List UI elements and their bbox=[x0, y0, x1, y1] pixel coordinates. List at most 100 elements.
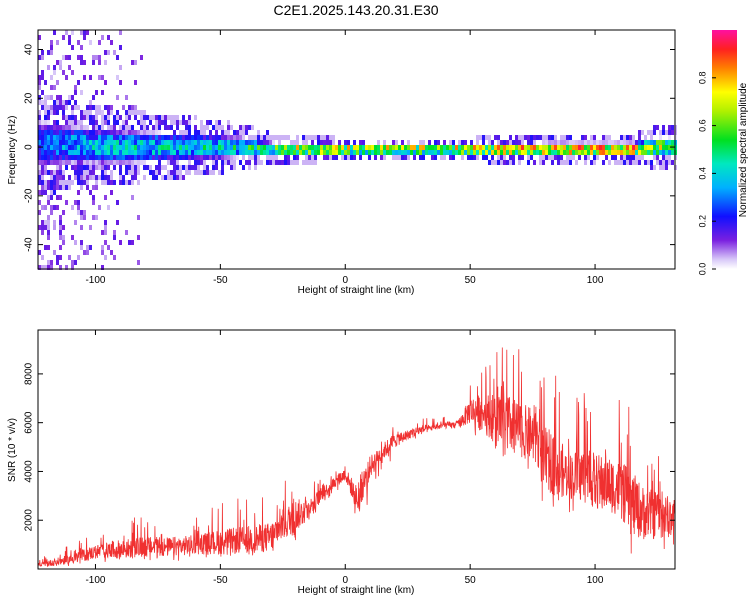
spectrogram-cell bbox=[329, 140, 332, 145]
spectrogram-cell bbox=[305, 140, 308, 145]
spectrogram-cell bbox=[65, 105, 68, 110]
spectrogram-cell bbox=[77, 170, 80, 175]
spectrogram-cell bbox=[251, 145, 254, 150]
spectrogram-cell bbox=[176, 155, 179, 160]
spectrogram-cell bbox=[38, 165, 41, 170]
spectrogram-cell bbox=[80, 55, 83, 60]
spectrogram-cell bbox=[41, 265, 44, 270]
spectrogram-cell bbox=[359, 150, 362, 155]
spectrogram-cell bbox=[623, 160, 626, 165]
spectrogram-cell bbox=[104, 115, 107, 120]
spectrogram-cell bbox=[131, 60, 134, 65]
spectrogram-cell bbox=[212, 150, 215, 155]
spectrogram-cell bbox=[152, 115, 155, 120]
spectrogram-cell bbox=[620, 135, 623, 140]
spectrogram-cell bbox=[119, 125, 122, 130]
spectrogram-cell bbox=[269, 140, 272, 145]
spectrogram-cell bbox=[245, 145, 248, 150]
spectrogram-cell bbox=[386, 150, 389, 155]
spectrogram-cell bbox=[92, 140, 95, 145]
spectrogram-cell bbox=[530, 150, 533, 155]
spectrogram-cell bbox=[71, 105, 74, 110]
spectrogram-cell bbox=[206, 145, 209, 150]
spectrogram-cell bbox=[41, 220, 44, 225]
spectrogram-cell bbox=[185, 170, 188, 175]
spectrogram-cell bbox=[173, 160, 176, 165]
spectrogram-cell bbox=[467, 150, 470, 155]
spectrogram-cell bbox=[50, 145, 53, 150]
spectrogram-cell bbox=[671, 130, 674, 135]
spectrogram-cell bbox=[212, 160, 215, 165]
spectrogram-cell bbox=[584, 150, 587, 155]
spectrogram-cell bbox=[80, 215, 83, 220]
spectrogram-cell bbox=[254, 160, 257, 165]
spectrogram-cell bbox=[440, 150, 443, 155]
spectrogram-cell bbox=[173, 155, 176, 160]
spectrogram-cell bbox=[482, 150, 485, 155]
spectrogram-cell bbox=[53, 155, 56, 160]
spectrogram-cell bbox=[329, 135, 332, 140]
spectrogram-cell bbox=[215, 120, 218, 125]
spectrogram-cell bbox=[86, 150, 89, 155]
spectrogram-cell bbox=[242, 135, 245, 140]
spectrogram-cell bbox=[41, 90, 44, 95]
spectrogram-cell bbox=[602, 135, 605, 140]
spectrogram-cell bbox=[98, 75, 101, 80]
spectrogram-cell bbox=[473, 155, 476, 160]
spectrogram-cell bbox=[41, 175, 44, 180]
spectrogram-cell bbox=[65, 145, 68, 150]
spectrogram-cell bbox=[89, 225, 92, 230]
spectrogram-cell bbox=[83, 150, 86, 155]
spectrogram-cell bbox=[119, 140, 122, 145]
spectrogram-cell bbox=[92, 200, 95, 205]
spectrogram-cell bbox=[131, 175, 134, 180]
spectrogram-cell bbox=[551, 140, 554, 145]
spectrogram-cell bbox=[233, 145, 236, 150]
spectrogram-cell bbox=[134, 135, 137, 140]
spectrogram-cell bbox=[557, 160, 560, 165]
spectrogram-cell bbox=[359, 145, 362, 150]
spectrogram-cell bbox=[275, 135, 278, 140]
spectrogram-cell bbox=[428, 140, 431, 145]
spectrogram-cell bbox=[314, 145, 317, 150]
spectrogram-cell bbox=[86, 175, 89, 180]
spectrogram-cell bbox=[101, 75, 104, 80]
spectrogram-cell bbox=[368, 145, 371, 150]
spectrogram-cell bbox=[77, 200, 80, 205]
spectrogram-cell bbox=[65, 115, 68, 120]
colorbar-ticks: 0.00.20.40.60.8 bbox=[697, 72, 716, 275]
spectrogram-cell bbox=[107, 245, 110, 250]
spectrogram-cell bbox=[68, 155, 71, 160]
spectrogram-cell bbox=[335, 145, 338, 150]
spectrogram-cell bbox=[149, 150, 152, 155]
spectrogram-cell bbox=[536, 145, 539, 150]
spectrogram-cell bbox=[329, 145, 332, 150]
spectrogram-cell bbox=[173, 170, 176, 175]
spectrogram-cell bbox=[350, 155, 353, 160]
spectrogram-cell bbox=[38, 135, 41, 140]
spectrogram-cell bbox=[407, 150, 410, 155]
spectrogram-cell bbox=[137, 140, 140, 145]
spectrogram-cell bbox=[617, 140, 620, 145]
spectrogram-cell bbox=[131, 140, 134, 145]
spectrogram-cell bbox=[254, 155, 257, 160]
spectrogram-cell bbox=[278, 145, 281, 150]
spectrogram-cell bbox=[119, 160, 122, 165]
spectrogram-cell bbox=[182, 150, 185, 155]
spectrogram-cell bbox=[569, 155, 572, 160]
spectrogram-cell bbox=[293, 160, 296, 165]
spectrogram-cell bbox=[68, 175, 71, 180]
spectrogram-cell bbox=[212, 155, 215, 160]
spectrogram-cell bbox=[44, 160, 47, 165]
y-tick-label: 0 bbox=[24, 144, 35, 150]
spectrogram-cell bbox=[551, 145, 554, 150]
spectrogram-cell bbox=[389, 150, 392, 155]
spectrogram-cell bbox=[38, 200, 41, 205]
spectrogram-cell bbox=[44, 225, 47, 230]
spectrogram-cell bbox=[170, 150, 173, 155]
spectrogram-cell bbox=[356, 145, 359, 150]
spectrogram-cell bbox=[41, 255, 44, 260]
spectrogram-cell bbox=[188, 155, 191, 160]
spectrogram-cell bbox=[74, 105, 77, 110]
